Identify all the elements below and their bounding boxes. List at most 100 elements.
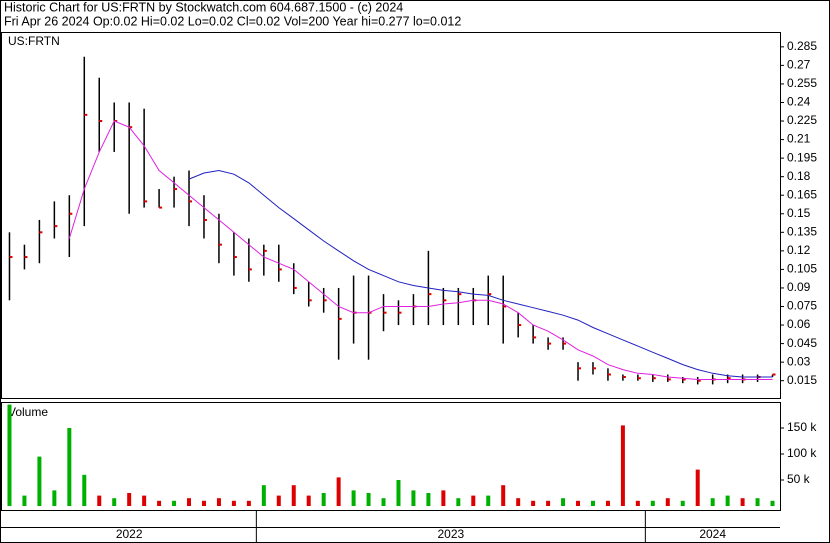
close-mark [488, 293, 492, 296]
close-mark [99, 120, 103, 123]
volume-bar [546, 500, 551, 506]
volume-bar [231, 500, 236, 506]
volume-panel [1, 402, 781, 511]
volume-bar [471, 495, 476, 506]
volume-bar [501, 485, 506, 506]
y-tick-label: 0.27 [787, 58, 811, 72]
volume-bar [740, 498, 745, 506]
y-tick-label: 150 k [787, 420, 817, 434]
close-mark [772, 373, 776, 376]
x-tick-label: 2024 [699, 527, 726, 541]
close-mark [503, 305, 507, 308]
close-mark [383, 311, 387, 314]
close-mark [563, 342, 567, 345]
x-tick-label: 2023 [437, 527, 464, 541]
volume-bar [291, 485, 296, 506]
price-panel [1, 32, 781, 399]
close-mark [637, 377, 641, 380]
volume-bar [366, 493, 371, 506]
volume-bar [201, 500, 206, 506]
volume-bar [576, 500, 581, 506]
volume-bar [82, 474, 87, 506]
y-tick-label: 0.285 [787, 39, 817, 53]
volume-bar [561, 498, 566, 506]
y-tick-label: 50 k [787, 472, 811, 486]
close-mark [607, 373, 611, 376]
close-mark [518, 324, 522, 327]
close-mark [144, 200, 148, 203]
y-tick-label: 0.255 [787, 76, 817, 90]
close-mark [84, 113, 88, 116]
volume-bar [172, 500, 177, 506]
close-mark [682, 378, 686, 381]
moving-average [68, 120, 773, 380]
close-mark [129, 126, 133, 129]
volume-bar [695, 469, 700, 506]
close-mark [114, 120, 118, 123]
volume-bar [635, 500, 640, 506]
volume-bar [261, 485, 266, 506]
close-mark [338, 317, 342, 320]
volume-bar [486, 495, 491, 506]
close-mark [278, 268, 282, 271]
volume-bar [665, 498, 670, 506]
volume-bar [127, 493, 132, 506]
volume-bar [22, 495, 27, 506]
close-mark [578, 367, 582, 370]
close-mark [9, 256, 13, 259]
volume-bar [112, 498, 117, 506]
volume-bar [276, 495, 281, 506]
volume-bar [620, 425, 625, 506]
close-mark [443, 299, 447, 302]
close-mark [203, 218, 207, 221]
volume-bar [216, 498, 221, 506]
volume-bar [441, 490, 446, 506]
close-mark [323, 299, 327, 302]
close-mark [398, 311, 402, 314]
volume-bar [306, 495, 311, 506]
volume-bar [246, 500, 251, 506]
close-mark [39, 231, 43, 234]
y-tick-label: 0.15 [787, 206, 811, 220]
close-mark [667, 378, 671, 381]
volume-bar [531, 500, 536, 506]
volume-bar [321, 493, 326, 506]
volume-bar [336, 477, 341, 506]
close-mark [293, 286, 297, 289]
close-mark [248, 268, 252, 271]
y-tick-label: 0.09 [787, 280, 811, 294]
volume-bar [680, 500, 685, 506]
volume-bar [456, 498, 461, 506]
y-tick-label: 0.03 [787, 354, 811, 368]
volume-bar [187, 498, 192, 506]
volume-bar [351, 490, 356, 506]
close-mark [233, 256, 237, 259]
volume-bar [52, 490, 57, 506]
close-mark [189, 200, 193, 203]
close-mark [24, 256, 28, 259]
volume-label: Volume [8, 405, 48, 419]
volume-bar [157, 500, 162, 506]
volume-bar [650, 500, 655, 506]
close-mark [697, 379, 701, 382]
volume-bar [590, 500, 595, 506]
volume-bar [142, 495, 147, 506]
close-mark [652, 377, 656, 380]
y-tick-label: 0.24 [787, 95, 811, 109]
close-mark [548, 342, 552, 345]
volume-bar [7, 404, 12, 506]
moving-average [188, 169, 773, 378]
volume-bar [381, 498, 386, 506]
volume-bar [605, 500, 610, 506]
y-tick-label: 0.165 [787, 187, 817, 201]
y-tick-label: 0.075 [787, 299, 817, 313]
close-mark [174, 188, 178, 191]
close-mark [159, 206, 163, 209]
volume-bar [770, 500, 775, 506]
volume-bar [426, 493, 431, 506]
y-tick-label: 0.135 [787, 224, 817, 238]
close-mark [54, 225, 58, 228]
y-tick-label: 0.21 [787, 132, 811, 146]
